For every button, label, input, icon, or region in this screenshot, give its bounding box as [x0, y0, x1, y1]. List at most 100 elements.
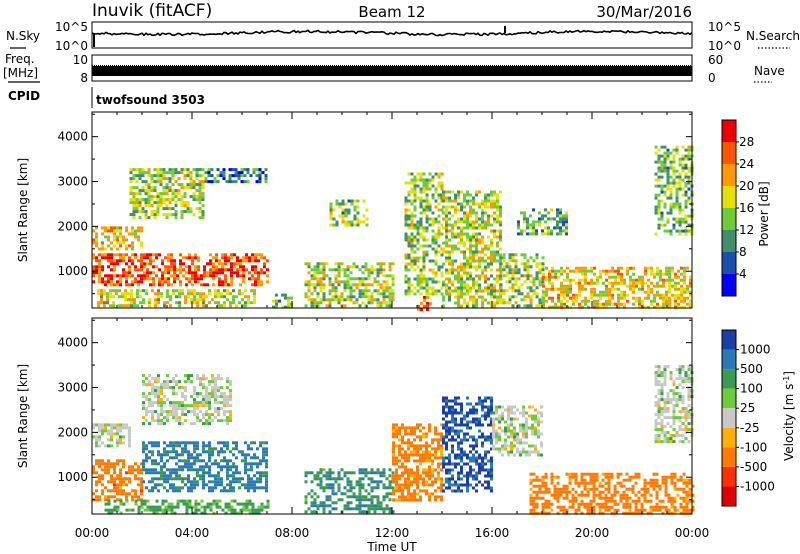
- heatmap-cell: [191, 271, 194, 275]
- heatmap-cell: [437, 441, 440, 445]
- heatmap-cell: [122, 483, 125, 487]
- heatmap-cell: [98, 274, 101, 278]
- heatmap-cell: [422, 211, 426, 215]
- heatmap-cell: [519, 438, 522, 442]
- heatmap-cell: [404, 483, 407, 487]
- heatmap-cell: [319, 289, 323, 293]
- heatmap-cell: [254, 256, 257, 260]
- heatmap-cell: [672, 166, 676, 170]
- heatmap-cell: [544, 226, 547, 230]
- heatmap-cell: [185, 505, 189, 509]
- heatmap-cell: [599, 269, 602, 273]
- heatmap-cell: [337, 477, 341, 481]
- heatmap-cell: [496, 277, 499, 281]
- heatmap-cell: [104, 508, 108, 512]
- heatmap-cell: [457, 396, 460, 400]
- heatmap-cell: [322, 489, 326, 493]
- heatmap-cell: [98, 262, 101, 266]
- heatmap-cell: [201, 174, 205, 178]
- heatmap-cell: [258, 177, 262, 181]
- heatmap-cell: [356, 205, 360, 209]
- heatmap-cell: [113, 283, 116, 287]
- heatmap-cell: [229, 395, 232, 399]
- heatmap-cell: [198, 195, 202, 199]
- heatmap-cell: [578, 305, 581, 309]
- heatmap-cell: [650, 266, 653, 270]
- heatmap-cell: [428, 208, 432, 212]
- heatmap-cell: [167, 502, 171, 506]
- heatmap-cell: [250, 456, 253, 460]
- heatmap-cell: [334, 501, 338, 505]
- heatmap-cell: [434, 235, 438, 239]
- heatmap-cell: [391, 277, 395, 281]
- heatmap-cell: [170, 268, 173, 272]
- heatmap-cell: [130, 298, 133, 302]
- heatmap-cell: [440, 444, 443, 448]
- heatmap-cell: [392, 423, 395, 427]
- heatmap-cell: [227, 259, 230, 263]
- heatmap-cell: [264, 168, 268, 172]
- heatmap-cell: [181, 459, 184, 463]
- heatmap-cell: [472, 295, 475, 299]
- heatmap-cell: [160, 383, 163, 387]
- heatmap-cell: [148, 456, 151, 460]
- heatmap-cell: [635, 284, 638, 288]
- heatmap-cell: [98, 480, 101, 484]
- heatmap-cell: [208, 404, 211, 408]
- heatmap-cell: [475, 232, 478, 236]
- heatmap-cell: [410, 235, 414, 239]
- heatmap-cell: [385, 477, 389, 481]
- heatmap-cell: [641, 287, 644, 291]
- heatmap-cell: [425, 250, 429, 254]
- heatmap-cell: [469, 214, 472, 218]
- heatmap-cell: [160, 422, 163, 426]
- heatmap-cell: [134, 477, 137, 481]
- heatmap-cell: [442, 196, 445, 200]
- heatmap-cell: [442, 211, 445, 215]
- heatmap-cell: [175, 289, 178, 293]
- heatmap-cell: [365, 217, 369, 221]
- heatmap-cell: [107, 253, 110, 257]
- heatmap-cell: [162, 207, 166, 211]
- heatmap-cell: [107, 277, 110, 281]
- heatmap-cell: [157, 404, 160, 408]
- heatmap-cell: [147, 198, 151, 202]
- heatmap-cell: [516, 438, 519, 442]
- heatmap-cell: [475, 244, 478, 248]
- heatmap-cell: [431, 459, 434, 463]
- heatmap-cell: [140, 480, 143, 484]
- heatmap-cell: [388, 295, 392, 299]
- heatmap-cell: [442, 462, 445, 466]
- heatmap-cell: [319, 480, 323, 484]
- heatmap-cell: [229, 416, 232, 420]
- heatmap-cell: [141, 171, 145, 175]
- y-tick-label: 2000: [57, 219, 88, 233]
- heatmap-cell: [229, 480, 232, 484]
- heatmap-cell: [217, 377, 220, 381]
- heatmap-cell: [445, 190, 448, 194]
- heatmap-cell: [687, 145, 691, 149]
- heatmap-cell: [186, 183, 190, 187]
- heatmap-cell: [329, 223, 333, 227]
- heatmap-cell: [382, 262, 386, 266]
- heatmap-cell: [501, 444, 504, 448]
- heatmap-cell: [684, 163, 688, 167]
- heatmap-cell: [125, 238, 128, 242]
- heatmap-cell: [253, 462, 256, 466]
- heatmap-cell: [92, 253, 95, 257]
- heatmap-cell: [119, 435, 122, 439]
- heatmap-cell: [510, 423, 513, 427]
- heatmap-cell: [457, 217, 460, 221]
- heatmap-cell: [466, 277, 469, 281]
- heatmap-cell: [413, 205, 417, 209]
- heatmap-cell: [262, 486, 265, 490]
- heatmap-cell: [193, 486, 196, 490]
- heatmap-cell: [142, 459, 145, 463]
- heatmap-cell: [434, 238, 438, 242]
- heatmap-cell: [584, 278, 587, 282]
- heatmap-cell: [665, 296, 668, 300]
- heatmap-cell: [186, 168, 190, 172]
- heatmap-cell: [395, 423, 398, 427]
- heatmap-cell: [478, 190, 481, 194]
- heatmap-cell: [472, 211, 475, 215]
